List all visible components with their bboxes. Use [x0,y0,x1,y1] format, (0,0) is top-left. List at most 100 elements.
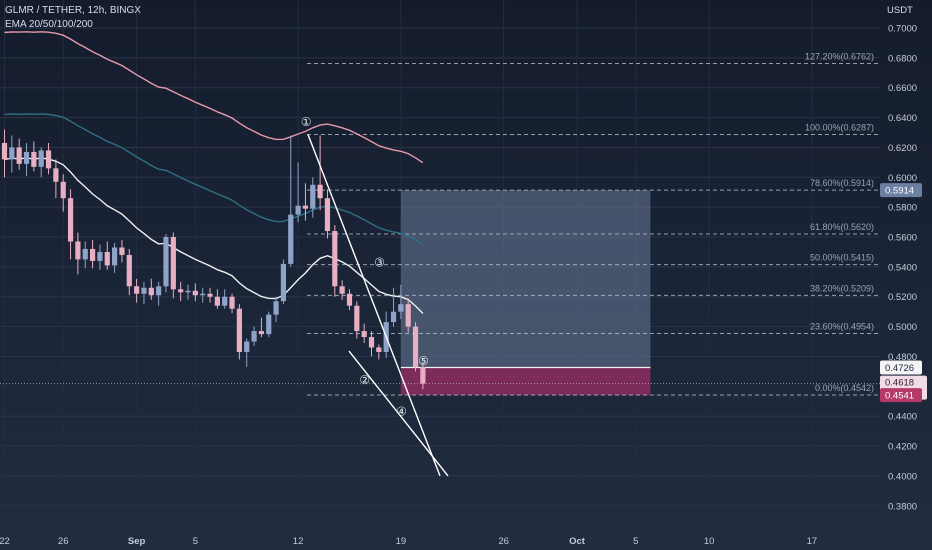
candle[interactable] [222,296,228,306]
candle[interactable] [244,341,250,352]
candle[interactable] [324,198,331,232]
time-axis-label: 19 [396,536,407,547]
candle[interactable] [390,311,397,323]
wave-label[interactable]: ③ [374,256,385,270]
candle[interactable] [412,326,419,367]
candle[interactable] [354,305,360,332]
candle[interactable] [16,147,22,164]
ema-line-50[interactable] [4,113,424,246]
candle[interactable] [258,331,264,335]
candle[interactable] [23,151,30,164]
entry-price-tag: 0.4726 [885,363,914,374]
candle[interactable] [126,254,132,287]
ema-line-200[interactable] [4,31,424,164]
candle[interactable] [266,314,272,335]
candle[interactable] [134,286,140,294]
candle[interactable] [346,293,353,306]
entry-price-tag-bg [880,360,922,375]
time-axis-label: 22 [0,536,10,547]
candle[interactable] [398,304,404,312]
time-axis-label: 17 [807,536,818,547]
price-axis-tick: 0.6800 [888,53,917,64]
candle[interactable] [361,331,367,338]
candle[interactable] [302,205,309,209]
candle[interactable] [200,293,206,296]
time-axis-label: Oct [569,536,586,547]
candle[interactable] [97,251,103,261]
candle[interactable] [295,205,301,215]
time-axis-label: 10 [704,536,715,547]
candle[interactable] [310,184,316,209]
price-axis-tick: 0.4000 [888,471,917,482]
candle[interactable] [251,331,257,342]
ema-line-20[interactable] [4,157,424,314]
fib-level-label: 78.60%(0.5914) [810,178,874,188]
candle[interactable] [273,301,279,315]
candle[interactable] [104,251,110,266]
fib-level-label: 23.60%(0.4954) [810,321,874,331]
candle[interactable] [1,142,8,160]
price-axis-tick: 0.4400 [888,412,917,423]
target-price-tag: 0.5914 [885,186,914,197]
candle[interactable] [163,237,169,287]
candle[interactable] [119,247,125,255]
price-axis-tick: 0.5200 [888,292,917,303]
price-axis-tick: 0.3800 [888,501,917,512]
time-axis-label: 12 [293,536,304,547]
candle[interactable] [236,308,242,352]
price-axis-tick: 0.7000 [888,24,917,35]
price-axis-tick: 0.5400 [888,262,917,273]
candle[interactable] [405,304,411,327]
price-axis-tick: 0.5600 [888,233,917,244]
time-axis-label: 5 [193,536,198,547]
candle[interactable] [45,150,52,169]
candle[interactable] [75,241,81,260]
price-axis-tick: 0.5000 [888,322,917,333]
symbol-title[interactable]: GLMR / TETHER, 12h, BINGX [5,5,141,16]
stop-zone[interactable] [400,367,651,396]
time-axis-label: Sep [128,536,146,547]
candle[interactable] [207,293,213,297]
candle[interactable] [67,198,74,242]
candle[interactable] [229,296,235,309]
candle[interactable] [38,150,44,167]
candle[interactable] [214,296,220,306]
price-axis-tick: 0.6400 [888,113,917,124]
wave-label[interactable]: ⑤ [418,354,429,368]
candle[interactable] [170,237,176,290]
candle[interactable] [156,286,162,296]
candle[interactable] [9,147,15,160]
candle[interactable] [112,247,118,266]
candle[interactable] [82,248,88,260]
candle[interactable] [178,289,184,293]
candle[interactable] [192,290,198,296]
wedge-lower-line[interactable] [348,350,449,477]
price-axis-tick: 0.6200 [888,143,917,154]
candle[interactable] [280,263,287,302]
candle[interactable] [317,184,323,199]
wedge-upper-line[interactable] [307,134,441,477]
candle[interactable] [332,231,338,287]
candle[interactable] [288,214,294,264]
candle[interactable] [376,347,382,352]
candle[interactable] [420,366,426,384]
fib-level-label: 127.20%(0.6762) [805,52,874,62]
candle[interactable] [368,337,375,348]
candle[interactable] [339,286,345,294]
last-price-tag: 0.4618 [885,378,914,389]
target-zone[interactable] [400,190,651,368]
price-axis-tick: 0.5800 [888,203,917,214]
wave-label[interactable]: ④ [396,405,407,419]
candle[interactable] [31,151,37,167]
candle[interactable] [53,168,59,182]
wave-label[interactable]: ② [359,373,370,387]
ema-indicator-label[interactable]: EMA 20/50/100/200 [5,19,93,30]
wave-label[interactable]: ① [301,115,312,129]
candle[interactable] [148,287,154,296]
candle[interactable] [89,248,96,261]
candle[interactable] [60,181,66,199]
candle[interactable] [141,287,147,294]
candle[interactable] [185,290,191,293]
